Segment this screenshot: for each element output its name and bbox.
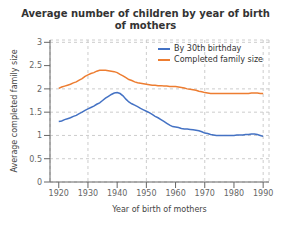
svg-text:1930: 1930 <box>78 189 98 198</box>
svg-text:1960: 1960 <box>165 189 185 198</box>
svg-text:1920: 1920 <box>49 189 69 198</box>
svg-text:1970: 1970 <box>195 189 215 198</box>
svg-text:1940: 1940 <box>107 189 127 198</box>
html-text:By 30th birthday: By 30th birthday <box>174 44 242 53</box>
svg-text:1980: 1980 <box>224 189 244 198</box>
svg-text:1: 1 <box>37 131 42 140</box>
svg-text:0.5: 0.5 <box>29 155 42 164</box>
svg-text:0: 0 <box>37 178 42 187</box>
svg-text:3: 3 <box>37 38 42 47</box>
svg-text:2.5: 2.5 <box>29 61 42 70</box>
svg-text:Average completed family size: Average completed family size <box>10 49 19 172</box>
svg-text:Year of birth of mothers: Year of birth of mothers <box>111 205 207 214</box>
svg-text:1950: 1950 <box>136 189 156 198</box>
svg-text:1990: 1990 <box>253 189 273 198</box>
html-text:Completed family size: Completed family size <box>174 55 263 64</box>
svg-text:2: 2 <box>37 85 42 94</box>
svg-text:1.5: 1.5 <box>29 108 42 117</box>
html-text:Average number of children by: Average number of children by year of bi… <box>21 8 270 31</box>
